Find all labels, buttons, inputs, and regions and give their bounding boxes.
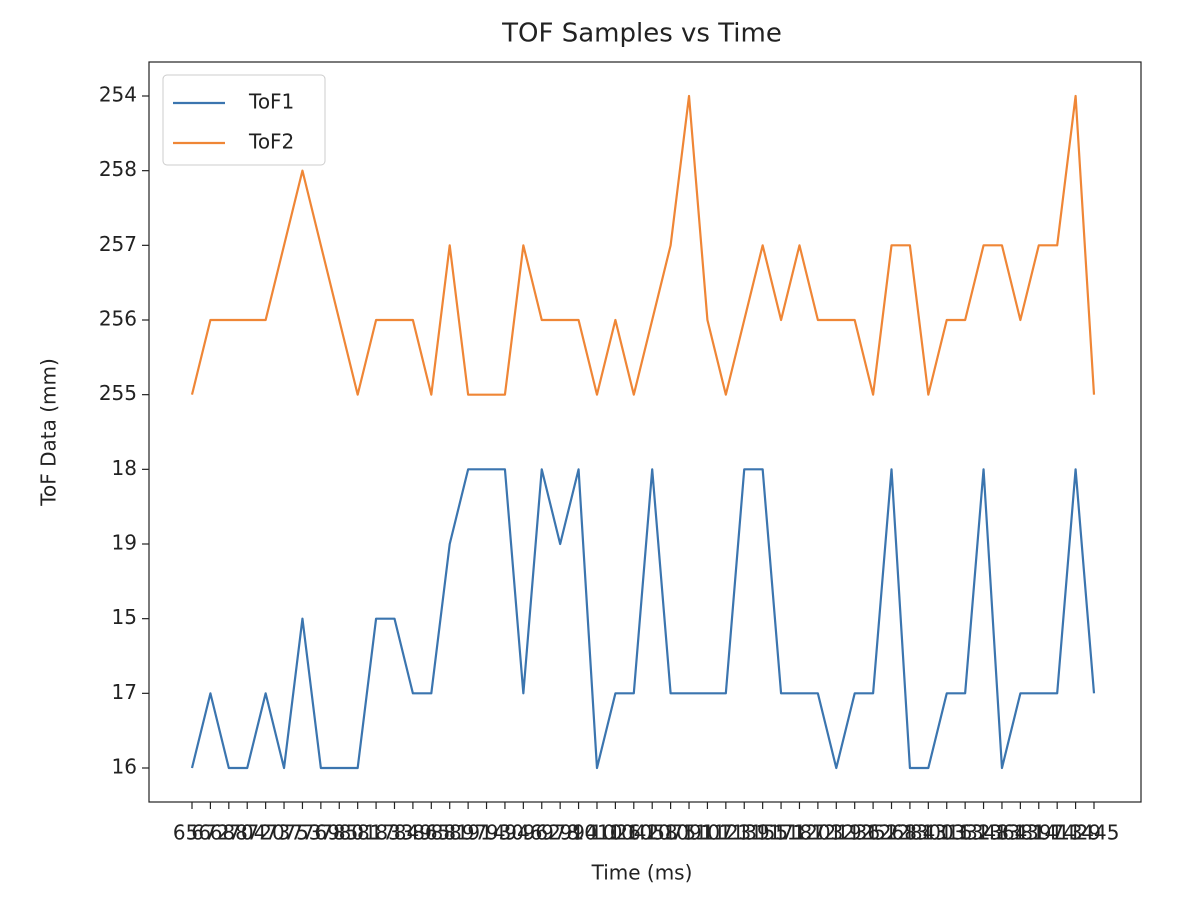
x-tick-label: 720 bbox=[247, 821, 285, 845]
y-tick-label: 257 bbox=[99, 232, 137, 256]
x-tick-label: 1348 bbox=[958, 821, 1009, 845]
x-tick-label: 1284 bbox=[884, 821, 935, 845]
x-tick-label: 801 bbox=[339, 821, 377, 845]
x-tick-label: 978 bbox=[541, 821, 579, 845]
x-tick-label: 1332 bbox=[940, 821, 991, 845]
legend-label: ToF1 bbox=[248, 90, 294, 114]
y-tick-label: 19 bbox=[112, 531, 137, 555]
x-tick-label: 1187 bbox=[774, 821, 825, 845]
x-tick-label: 946 bbox=[504, 821, 542, 845]
x-tick-label: 994 bbox=[559, 821, 597, 845]
x-tick-label: 1091 bbox=[664, 821, 715, 845]
x-tick-label: 1397 bbox=[1013, 821, 1064, 845]
y-tick-label: 258 bbox=[99, 157, 137, 181]
x-tick-label: 704 bbox=[228, 821, 266, 845]
x-tick-label: 1413 bbox=[1032, 821, 1083, 845]
x-tick-label: 833 bbox=[375, 821, 413, 845]
x-tick-label: 753 bbox=[283, 821, 321, 845]
legend-label: ToF2 bbox=[248, 130, 294, 154]
x-tick-label: 1300 bbox=[903, 821, 954, 845]
x-tick-label: 672 bbox=[191, 821, 229, 845]
x-tick-label: 1058 bbox=[627, 821, 678, 845]
x-tick-label: 1107 bbox=[682, 821, 733, 845]
x-tick-label: 930 bbox=[486, 821, 524, 845]
x-tick-label: 1429 bbox=[1050, 821, 1101, 845]
x-tick-label: 1445 bbox=[1069, 821, 1120, 845]
x-tick-label: 1171 bbox=[756, 821, 807, 845]
x-tick-label: 914 bbox=[467, 821, 505, 845]
x-tick-label: 1042 bbox=[608, 821, 659, 845]
y-tick-label: 18 bbox=[112, 456, 137, 480]
x-tick-label: 1010 bbox=[572, 821, 623, 845]
x-tick-label: 1123 bbox=[700, 821, 751, 845]
x-tick-label: 1026 bbox=[590, 821, 641, 845]
x-tick-label: 688 bbox=[210, 821, 248, 845]
x-tick-label: 1219 bbox=[811, 821, 862, 845]
x-tick-label: 1139 bbox=[719, 821, 770, 845]
x-tick-label: 897 bbox=[449, 821, 487, 845]
series-line bbox=[190, 94, 1096, 396]
x-tick-label: 1203 bbox=[792, 821, 843, 845]
x-tick-label: 849 bbox=[394, 821, 432, 845]
y-tick-label: 256 bbox=[99, 307, 137, 331]
y-tick-label: 17 bbox=[112, 680, 137, 704]
x-tick-label: 1155 bbox=[737, 821, 788, 845]
x-tick-label: 962 bbox=[523, 821, 561, 845]
chart-title: TOF Samples vs Time bbox=[501, 19, 782, 49]
x-axis-label: Time (ms) bbox=[591, 861, 693, 885]
y-axis-label: ToF Data (mm) bbox=[37, 358, 61, 507]
series-line bbox=[190, 468, 1096, 770]
x-tick-label: 1316 bbox=[921, 821, 972, 845]
x-tick-label: 656 bbox=[173, 821, 211, 845]
x-tick-label: 1268 bbox=[866, 821, 917, 845]
y-tick-label: 16 bbox=[112, 755, 137, 779]
x-tick-label: 865 bbox=[412, 821, 450, 845]
x-tick-label: 1075 bbox=[645, 821, 696, 845]
x-tick-label: 785 bbox=[320, 821, 358, 845]
x-tick-label: 881 bbox=[431, 821, 469, 845]
legend bbox=[162, 74, 326, 166]
x-tick-label: 1236 bbox=[829, 821, 880, 845]
x-tick-label: 1364 bbox=[977, 821, 1028, 845]
x-tick-label: 1381 bbox=[995, 821, 1046, 845]
y-tick-label: 255 bbox=[99, 381, 137, 405]
y-tick-label: 254 bbox=[99, 83, 137, 107]
x-tick-label: 737 bbox=[265, 821, 303, 845]
y-tick-label: 15 bbox=[112, 605, 137, 629]
plot-frame bbox=[148, 61, 1142, 803]
x-tick-label: 1252 bbox=[848, 821, 899, 845]
x-tick-label: 817 bbox=[357, 821, 395, 845]
x-tick-label: 769 bbox=[302, 821, 340, 845]
